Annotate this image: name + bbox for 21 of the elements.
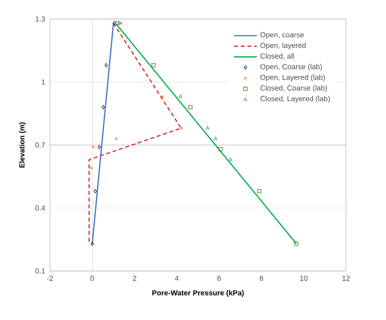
point (104, 63, 108, 68)
point (218, 147, 223, 152)
point (90, 242, 94, 246)
point (178, 94, 182, 98)
point (98, 145, 101, 150)
point (188, 105, 192, 110)
point (228, 158, 232, 161)
point (94, 189, 97, 194)
point (257, 189, 262, 194)
line-series (88, 22, 182, 244)
point (115, 21, 120, 26)
point (90, 166, 93, 170)
point (206, 126, 210, 130)
point (214, 136, 218, 140)
point (294, 242, 298, 246)
point (92, 146, 95, 149)
point (180, 126, 184, 130)
point (152, 63, 156, 68)
point (102, 105, 105, 110)
point (160, 95, 164, 98)
point (114, 137, 118, 140)
